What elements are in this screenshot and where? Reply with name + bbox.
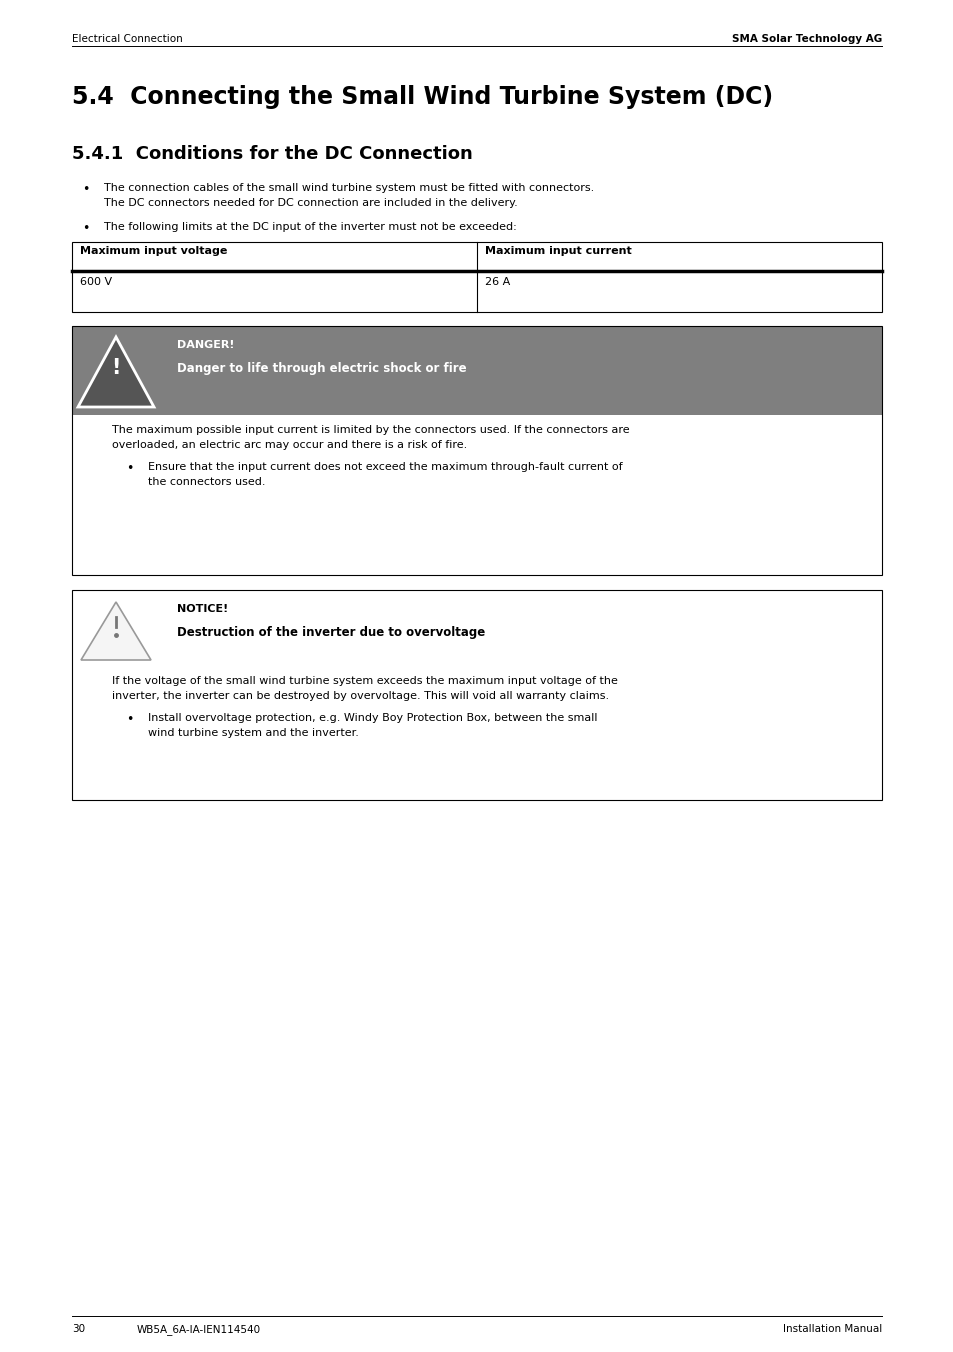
Text: Maximum input current: Maximum input current [484,246,631,256]
Text: The following limits at the DC input of the inverter must not be exceeded:: The following limits at the DC input of … [104,222,517,233]
Text: •: • [82,183,90,196]
Text: WB5A_6A-IA-IEN114540: WB5A_6A-IA-IEN114540 [137,1324,261,1334]
Bar [71,589,882,665]
Bar [71,665,882,800]
Polygon shape [78,337,153,407]
Text: •: • [82,222,90,235]
Text: Maximum input voltage: Maximum input voltage [80,246,227,256]
Bar [71,589,882,800]
Text: wind turbine system and the inverter.: wind turbine system and the inverter. [148,727,358,738]
Text: inverter, the inverter can be destroyed by overvoltage. This will void all warra: inverter, the inverter can be destroyed … [112,691,608,700]
Text: 26 A: 26 A [484,277,510,287]
Text: The maximum possible input current is limited by the connectors used. If the con: The maximum possible input current is li… [112,425,629,435]
Text: the connectors used.: the connectors used. [148,477,265,487]
Text: Ensure that the input current does not exceed the maximum through-fault current : Ensure that the input current does not e… [148,462,622,472]
Text: SMA Solar Technology AG: SMA Solar Technology AG [731,34,882,45]
Text: 5.4  Connecting the Small Wind Turbine System (DC): 5.4 Connecting the Small Wind Turbine Sy… [71,85,772,110]
Text: overloaded, an electric arc may occur and there is a risk of fire.: overloaded, an electric arc may occur an… [112,439,467,450]
Text: DANGER!: DANGER! [177,339,234,350]
Text: •: • [126,462,133,475]
Text: Install overvoltage protection, e.g. Windy Boy Protection Box, between the small: Install overvoltage protection, e.g. Win… [148,713,597,723]
Text: Destruction of the inverter due to overvoltage: Destruction of the inverter due to overv… [177,626,485,639]
Text: NOTICE!: NOTICE! [177,604,228,614]
Text: 5.4.1  Conditions for the DC Connection: 5.4.1 Conditions for the DC Connection [71,145,473,164]
Bar [71,242,882,312]
Text: •: • [126,713,133,726]
Text: The DC connectors needed for DC connection are included in the delivery.: The DC connectors needed for DC connecti… [104,197,517,208]
Text: !: ! [112,358,121,379]
Text: 600 V: 600 V [80,277,112,287]
Text: Danger to life through electric shock or fire: Danger to life through electric shock or… [177,362,466,375]
Bar [71,326,882,415]
Text: If the voltage of the small wind turbine system exceeds the maximum input voltag: If the voltage of the small wind turbine… [112,676,618,685]
Bar [71,326,882,575]
Bar [71,415,882,575]
Polygon shape [81,602,151,660]
Text: Installation Manual: Installation Manual [781,1324,882,1334]
Text: Electrical Connection: Electrical Connection [71,34,183,45]
Text: The connection cables of the small wind turbine system must be fitted with conne: The connection cables of the small wind … [104,183,594,193]
Text: 30: 30 [71,1324,85,1334]
